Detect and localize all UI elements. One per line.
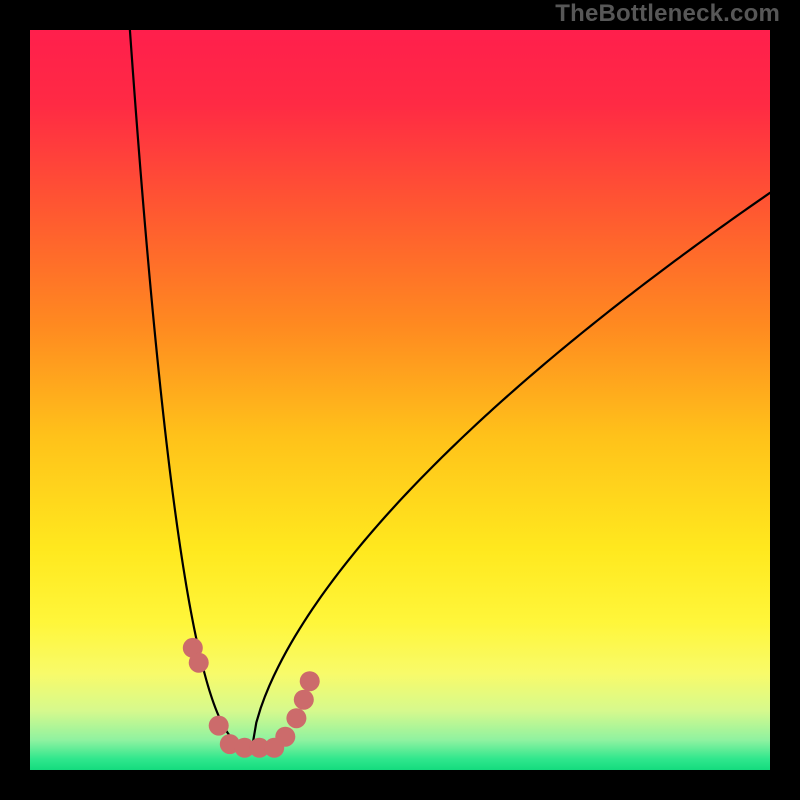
chart-background <box>30 30 770 770</box>
marker-point <box>275 727 295 747</box>
marker-point <box>286 708 306 728</box>
marker-point <box>294 690 314 710</box>
watermark-text: TheBottleneck.com <box>555 0 780 28</box>
chart-frame: TheBottleneck.com <box>0 0 800 800</box>
marker-point <box>189 653 209 673</box>
marker-point <box>209 716 229 736</box>
bottleneck-chart <box>0 0 800 800</box>
marker-point <box>300 671 320 691</box>
